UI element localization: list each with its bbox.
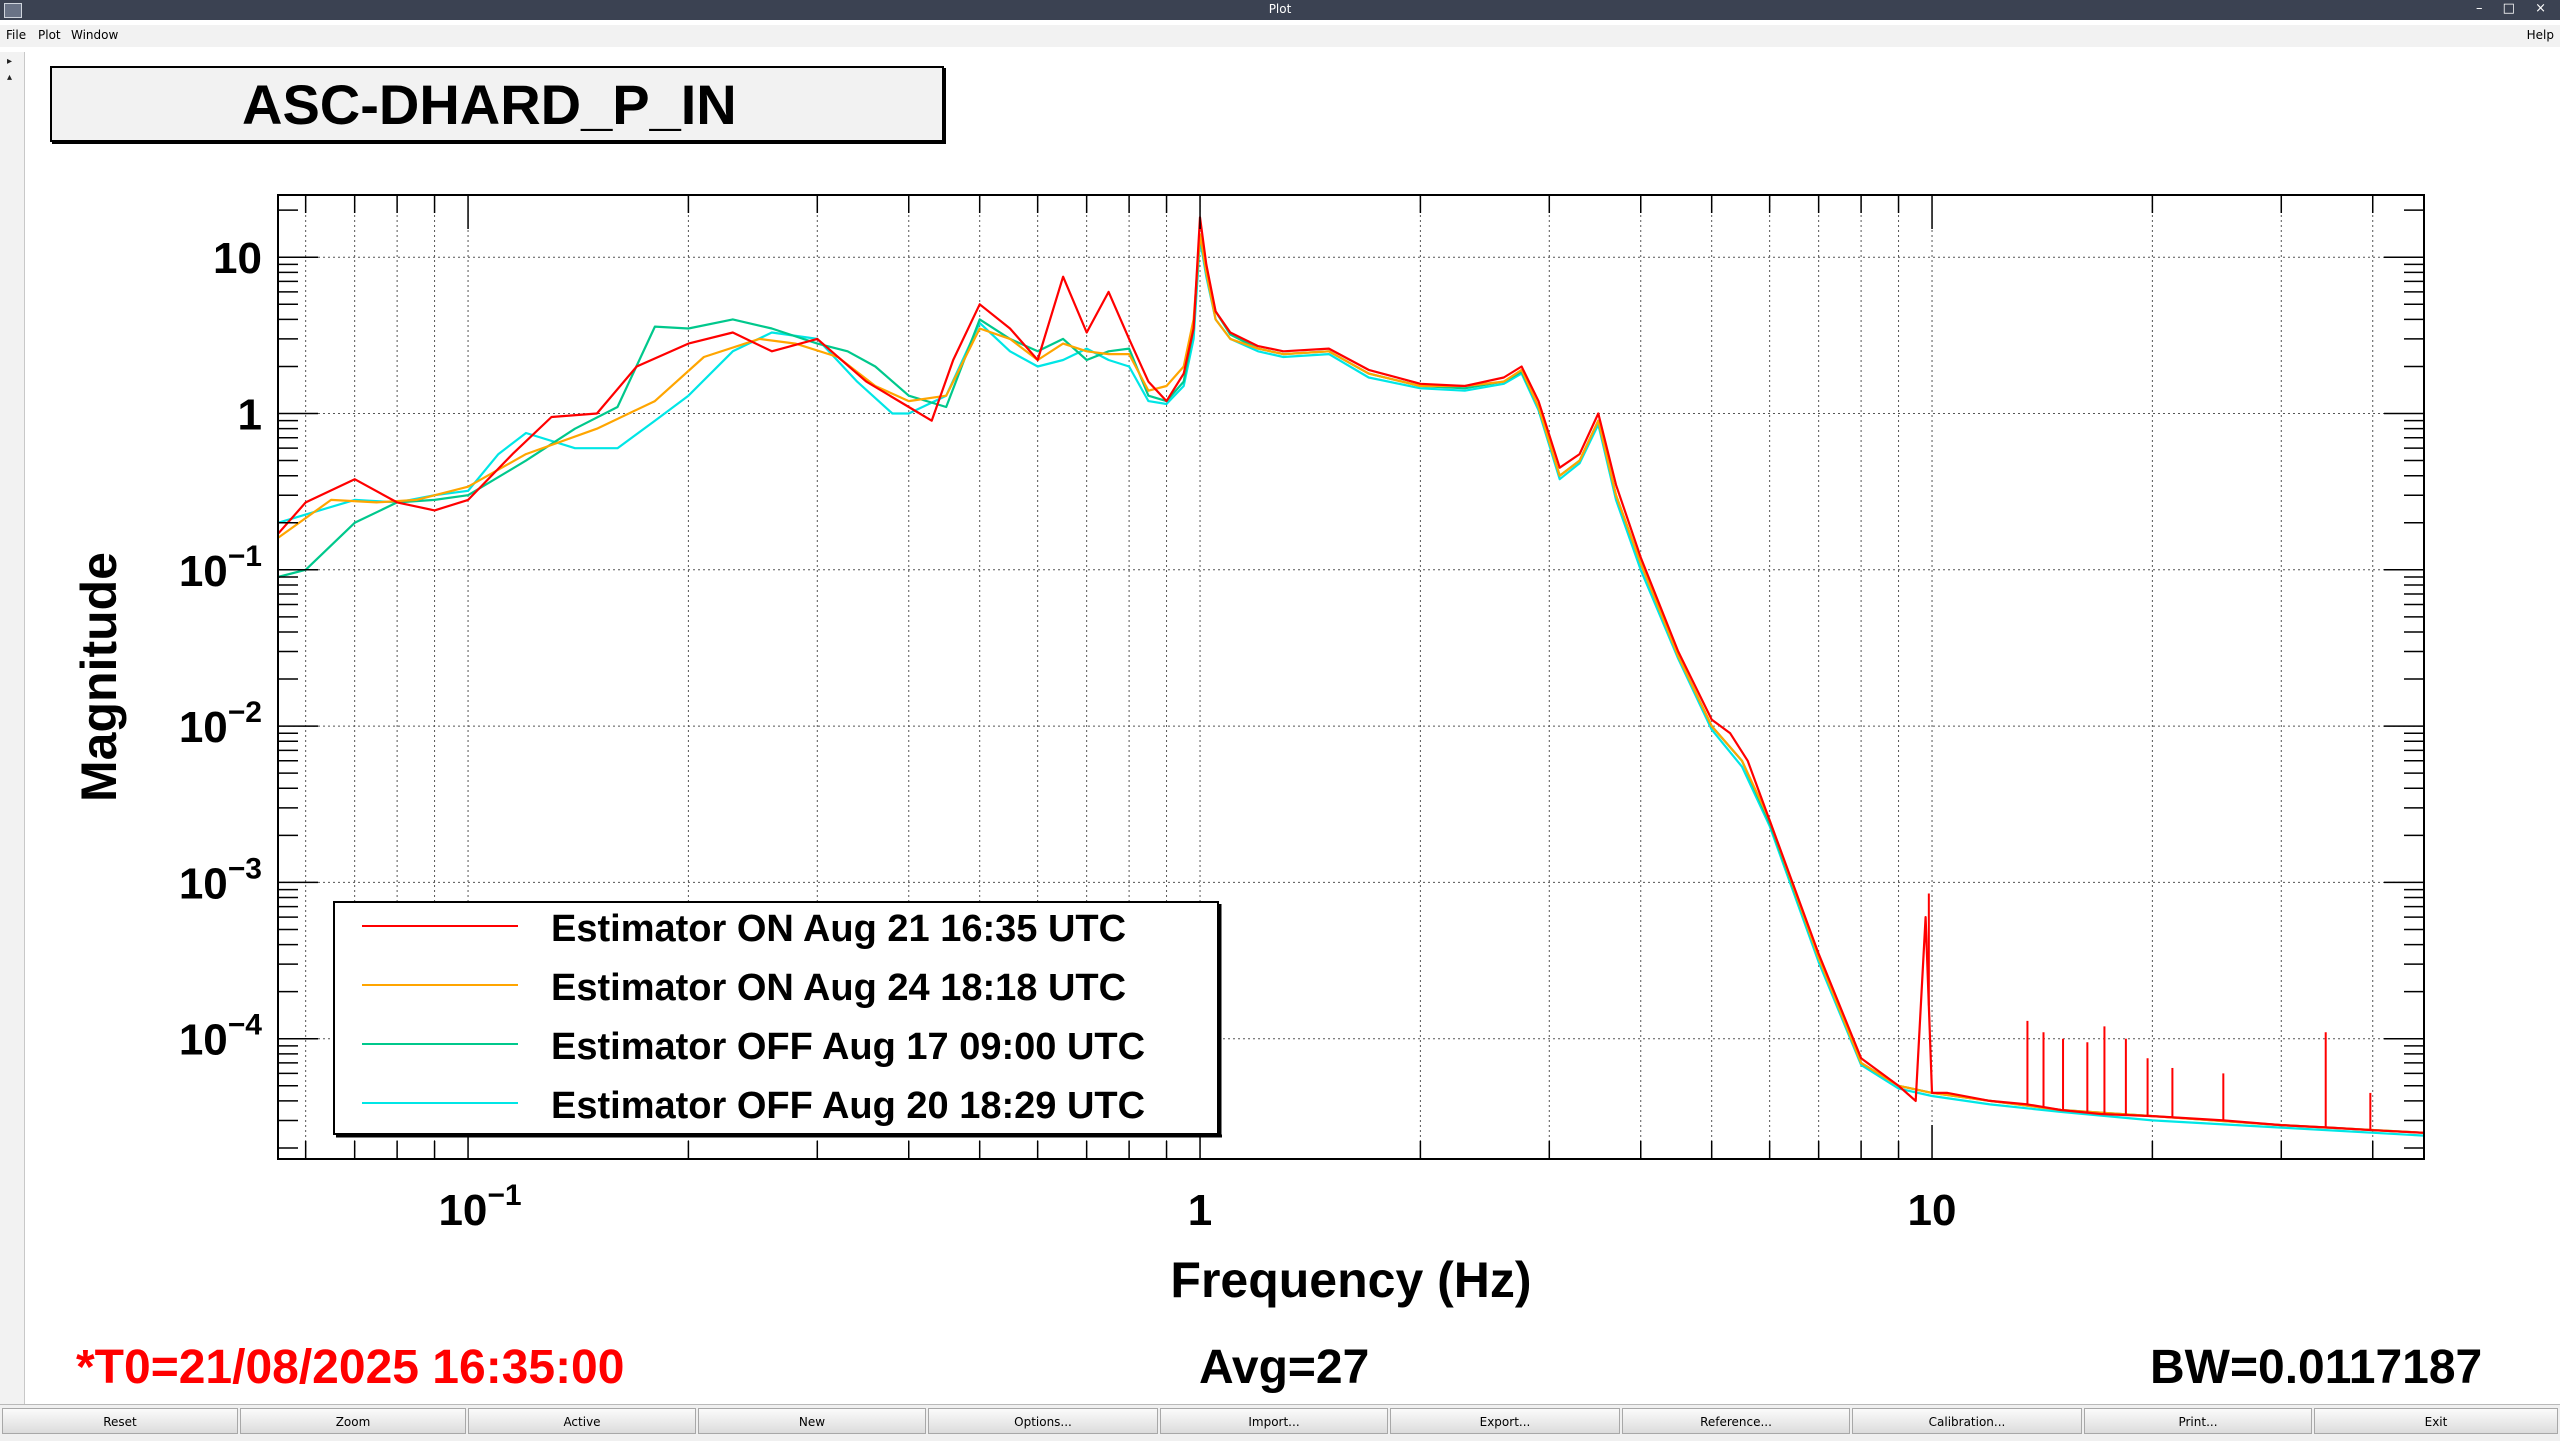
scroll-up-arrow-icon[interactable]: ▴	[7, 72, 13, 83]
menubar: File Plot Window Help	[0, 25, 2560, 47]
axis-tick-labels: 10−1 1 10 10 1 10−1 10−2 10−3 10−4	[179, 234, 1957, 1235]
y-tick-label: 10−4	[179, 1009, 262, 1065]
window-titlebar[interactable]: Plot – □ ×	[0, 0, 2560, 20]
x-tick-label: 10−1	[438, 1179, 521, 1235]
legend-entry: Estimator ON Aug 24 18:18 UTC	[551, 967, 1126, 1009]
window-controls[interactable]: – □ ×	[2476, 1, 2554, 16]
y-tick-label: 10	[213, 234, 262, 283]
calibration-button[interactable]: Calibration...	[1852, 1408, 2082, 1434]
options-button[interactable]: Options...	[928, 1408, 1158, 1434]
side-scroll-strip[interactable]: ▸ ▴	[0, 52, 25, 1404]
plot-title: ASC-DHARD_P_IN	[242, 73, 737, 136]
x-axis-label: Frequency (Hz)	[1170, 1252, 1531, 1308]
menu-help[interactable]: Help	[2526, 28, 2554, 42]
bandwidth-label: BW=0.0117187	[2150, 1341, 2483, 1394]
avg-label: Avg=27	[1199, 1341, 1370, 1394]
menu-plot[interactable]: Plot	[38, 28, 61, 42]
plot-frame	[277, 194, 2425, 1160]
y-tick-label: 1	[238, 391, 262, 440]
window-title: Plot	[1268, 2, 1292, 16]
exit-button[interactable]: Exit	[2314, 1408, 2558, 1434]
scroll-right-arrow-icon[interactable]: ▸	[7, 56, 13, 67]
legend-entry: Estimator OFF Aug 17 09:00 UTC	[551, 1026, 1145, 1068]
app-icon	[4, 3, 22, 18]
reference-button[interactable]: Reference...	[1622, 1408, 1850, 1434]
new-button[interactable]: New	[698, 1408, 926, 1434]
spectrum-plot[interactable]: 10−1 1 10 10 1 10−1 10−2 10−3 10−4 Frequency (Hz…	[0, 0, 2560, 1404]
menu-file[interactable]: File	[6, 28, 27, 42]
y-tick-label: 10−2	[179, 696, 262, 752]
t0-label: *T0=21/08/2025 16:35:00	[76, 1341, 625, 1394]
plot-title-box: ASC-DHARD_P_IN	[50, 66, 944, 142]
active-button[interactable]: Active	[468, 1408, 696, 1434]
axis-ticks	[278, 195, 2424, 1159]
plot-legend: Estimator ON Aug 21 16:35 UTC Estimator O…	[333, 901, 1222, 1138]
legend-box	[333, 901, 1219, 1135]
series-line	[277, 216, 2425, 1134]
button-bar: Reset Zoom Active New Options... Import.…	[0, 1404, 2560, 1441]
import-button[interactable]: Import...	[1160, 1408, 1388, 1434]
legend-entry: Estimator OFF Aug 20 18:29 UTC	[551, 1085, 1145, 1127]
print-button[interactable]: Print...	[2084, 1408, 2312, 1434]
x-tick-label: 10	[1908, 1186, 1957, 1235]
series-line	[277, 233, 2425, 1134]
y-tick-label: 10−1	[179, 540, 262, 596]
y-tick-label: 10−3	[179, 852, 262, 908]
y-axis-label: Magnitude	[71, 552, 127, 802]
plot-grid	[278, 195, 2424, 1159]
export-button[interactable]: Export...	[1390, 1408, 1620, 1434]
reset-button[interactable]: Reset	[2, 1408, 238, 1434]
menu-window[interactable]: Window	[71, 28, 119, 42]
plot-series	[277, 216, 2425, 1137]
legend-entry: Estimator ON Aug 21 16:35 UTC	[551, 908, 1126, 950]
x-tick-label: 1	[1188, 1186, 1212, 1235]
zoom-button[interactable]: Zoom	[240, 1408, 466, 1434]
